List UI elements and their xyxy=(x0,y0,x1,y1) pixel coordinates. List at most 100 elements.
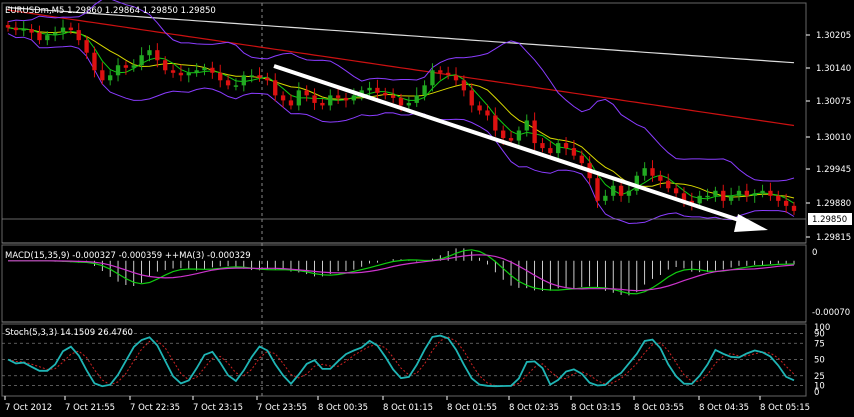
candle xyxy=(241,71,246,92)
candle-body xyxy=(501,130,506,139)
candle-body xyxy=(131,65,136,68)
candle-body xyxy=(68,27,74,31)
candle xyxy=(186,67,191,83)
candle-body xyxy=(147,50,152,56)
candle xyxy=(170,64,176,78)
candle xyxy=(477,101,482,115)
price-tick-label: 1.29815 xyxy=(816,233,851,243)
candle-body xyxy=(438,70,443,73)
price-tick-label: 1.30010 xyxy=(816,133,851,143)
candle xyxy=(383,87,388,100)
candle xyxy=(453,67,459,86)
candle xyxy=(571,140,577,160)
candle xyxy=(603,189,608,205)
candle xyxy=(414,87,419,107)
candle xyxy=(791,201,797,215)
candle-body xyxy=(524,120,529,131)
candle xyxy=(783,193,789,213)
candle-body xyxy=(469,90,474,106)
stoch-main-line xyxy=(7,334,795,388)
candle xyxy=(52,26,58,42)
candle xyxy=(280,91,286,108)
price-tick-label: 1.30075 xyxy=(816,97,851,107)
candle xyxy=(367,81,372,97)
candle xyxy=(760,184,765,198)
current-price-tag-text: 1.29850 xyxy=(812,215,847,225)
candle xyxy=(626,183,632,203)
candle-body xyxy=(320,102,325,106)
candle xyxy=(194,63,199,77)
candle xyxy=(84,36,89,59)
candle xyxy=(768,182,773,201)
trend-arrow[interactable] xyxy=(273,64,768,232)
candle-body xyxy=(508,138,514,141)
candle-body xyxy=(312,95,317,103)
candle-body xyxy=(406,102,412,106)
candle-body xyxy=(225,80,231,86)
candle-body xyxy=(296,90,301,106)
stoch-pane[interactable] xyxy=(1,323,807,397)
time-axis[interactable]: 7 Oct 2012 7 Oct 21:55 7 Oct 22:35 7 Oct 23… xyxy=(4,396,810,413)
price-axis[interactable]: 1.30205 1.30140 1.30075 1.30010 1.29945 1.298… xyxy=(806,31,851,243)
candle xyxy=(202,63,207,76)
candle-body xyxy=(776,195,781,201)
macd-layer xyxy=(8,248,795,296)
candle-body xyxy=(430,70,435,86)
candle-body xyxy=(265,77,270,81)
stoch-tick-label: 10 xyxy=(814,382,825,392)
time-tick-label: 7 Oct 23:55 xyxy=(257,403,307,413)
candle-body xyxy=(343,97,349,101)
candle-body xyxy=(642,168,647,176)
candle-body xyxy=(170,70,176,73)
stoch-signal-line xyxy=(7,336,795,387)
candle-body xyxy=(453,75,459,81)
candle xyxy=(516,126,522,146)
ma-white-line xyxy=(7,6,795,64)
candle xyxy=(744,183,750,202)
candle-body xyxy=(540,143,545,149)
bollinger-lower-line xyxy=(7,33,795,225)
candle-body xyxy=(202,67,207,71)
candle-body xyxy=(76,30,81,41)
candle-body xyxy=(461,80,467,91)
candle xyxy=(45,31,50,46)
candle xyxy=(390,88,396,103)
candle xyxy=(469,83,474,113)
price-tick-label: 1.29945 xyxy=(816,165,851,175)
candle-body xyxy=(744,190,750,196)
candle xyxy=(76,23,81,46)
candle xyxy=(618,180,624,202)
candle-body xyxy=(571,148,577,156)
candle-body xyxy=(666,180,671,189)
candle xyxy=(634,171,639,195)
candle-body xyxy=(713,190,718,196)
candle-body xyxy=(328,95,333,106)
candle-body xyxy=(335,95,341,98)
candle-body xyxy=(210,67,215,73)
candle-body xyxy=(445,72,451,76)
candle xyxy=(422,80,427,101)
candle xyxy=(29,24,34,40)
candle-body xyxy=(697,195,702,204)
macd-tick-label: 0 xyxy=(812,248,817,258)
candle-body xyxy=(123,65,129,68)
candle-body xyxy=(60,27,66,33)
candle-body xyxy=(728,195,734,201)
trend-arrow-head xyxy=(734,214,768,232)
main-price-layer xyxy=(5,0,797,225)
price-tick-label: 1.30205 xyxy=(816,31,851,41)
price-tick-label: 1.29880 xyxy=(816,199,851,209)
candle xyxy=(556,139,561,160)
candle-body xyxy=(21,29,26,31)
candle xyxy=(21,21,26,37)
candle xyxy=(108,70,113,86)
candle xyxy=(579,150,584,169)
candle-body xyxy=(626,190,632,196)
time-tick-label: 8 Oct 01:55 xyxy=(447,403,497,413)
candle xyxy=(728,187,734,205)
stoch-tick-label: 0 xyxy=(814,388,819,398)
candle xyxy=(68,22,74,35)
candle xyxy=(689,192,694,211)
